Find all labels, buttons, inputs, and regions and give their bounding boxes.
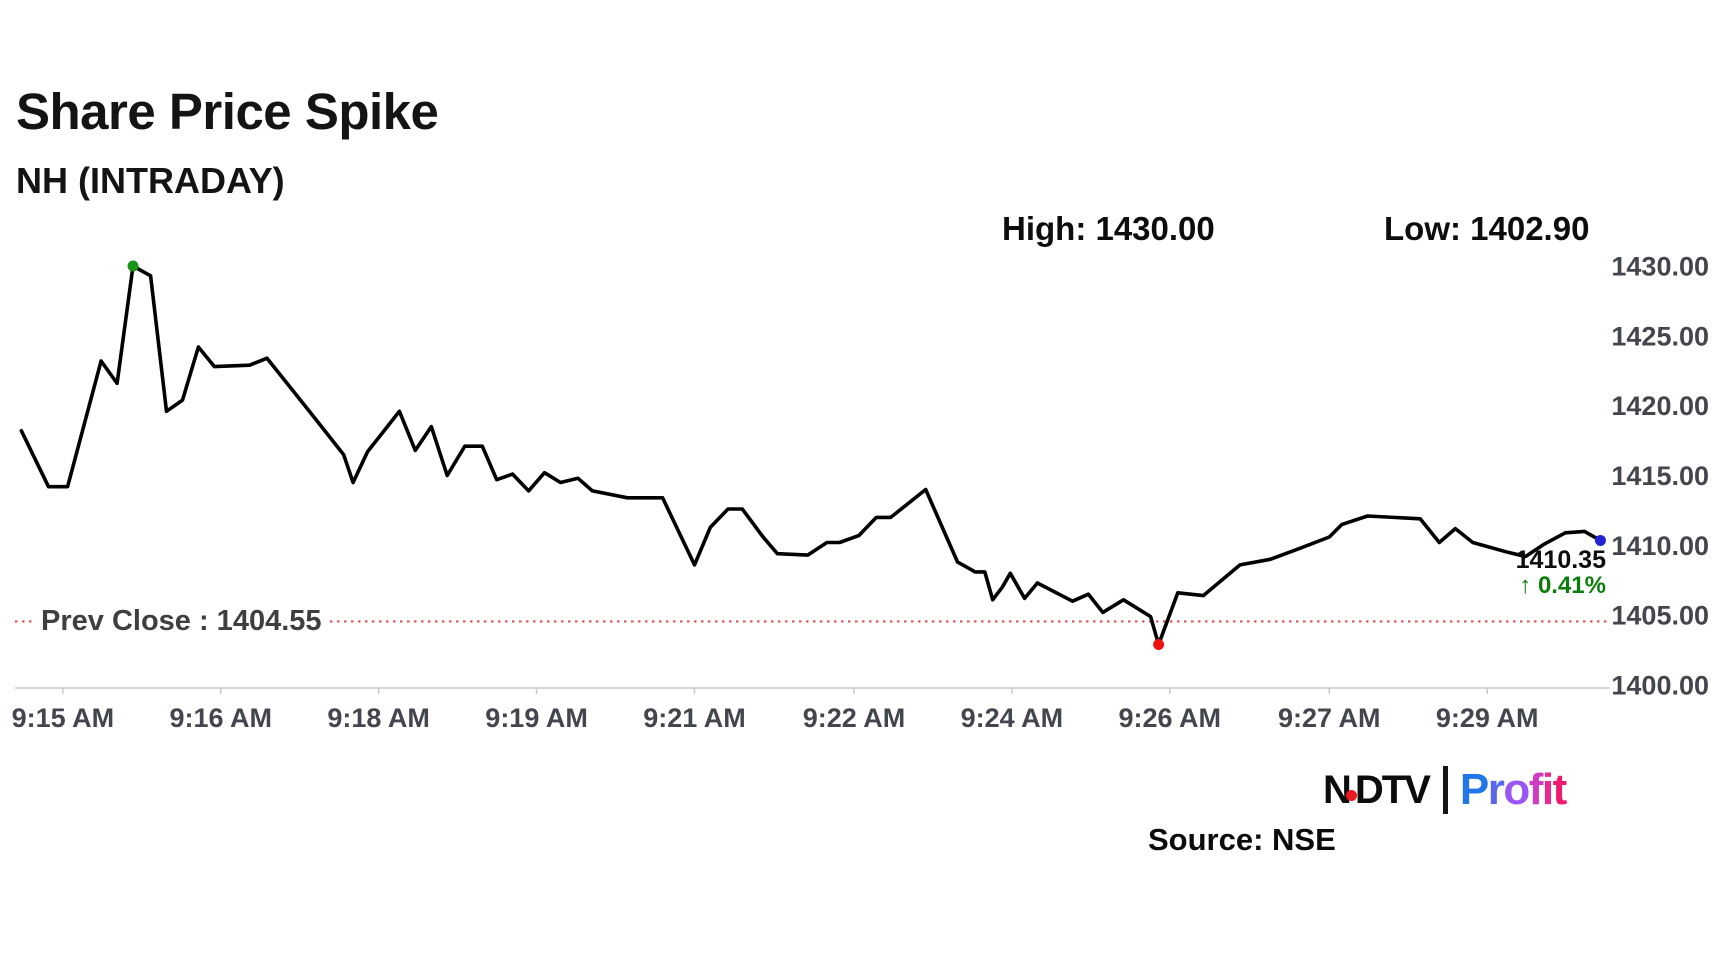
profit-letter: o bbox=[1503, 765, 1530, 814]
last-price-annotation: 1410.35 ↑ 0.41% bbox=[1400, 547, 1606, 599]
last-price-change: ↑ 0.41% bbox=[1400, 573, 1606, 599]
ndtv-red-dot-icon bbox=[1345, 789, 1357, 801]
page-title: Share Price Spike bbox=[16, 83, 439, 140]
y-tick-label: 1420.00 bbox=[1611, 391, 1709, 421]
x-tick-label: 9:22 AM bbox=[803, 703, 906, 733]
profit-letter: r bbox=[1487, 765, 1505, 814]
x-tick-label: 9:27 AM bbox=[1278, 703, 1381, 733]
up-arrow-icon: ↑ bbox=[1519, 572, 1532, 599]
x-tick-label: 9:18 AM bbox=[327, 703, 430, 733]
ndtv-letters-dtv: DTV bbox=[1354, 767, 1431, 812]
x-tick-label: 9:16 AM bbox=[169, 703, 272, 733]
price-line bbox=[19, 264, 1603, 647]
high-marker-dot bbox=[127, 260, 139, 272]
y-tick-label: 1405.00 bbox=[1611, 601, 1709, 631]
x-tick-label: 9:24 AM bbox=[961, 703, 1064, 733]
y-tick-label: 1410.00 bbox=[1611, 531, 1709, 561]
x-tick-label: 9:15 AM bbox=[12, 703, 115, 733]
chart-subtitle: NH (INTRADAY) bbox=[16, 160, 285, 201]
profit-letter: f bbox=[1528, 765, 1544, 814]
x-tick-label: 9:29 AM bbox=[1436, 703, 1539, 733]
logo-separator-bar bbox=[1442, 766, 1448, 814]
y-tick-label: 1400.00 bbox=[1611, 671, 1709, 701]
high-value-label: High: 1430.00 bbox=[1002, 210, 1215, 247]
y-tick-label: 1425.00 bbox=[1611, 321, 1709, 351]
low-marker-dot bbox=[1153, 638, 1165, 650]
change-percent: 0.41% bbox=[1537, 572, 1606, 599]
x-tick-label: 9:21 AM bbox=[643, 703, 746, 733]
profit-letter: i bbox=[1541, 765, 1554, 814]
low-value-label: Low: 1402.90 bbox=[1384, 210, 1590, 247]
last-price-value: 1410.35 bbox=[1515, 546, 1606, 574]
profit-letter: P bbox=[1459, 765, 1489, 814]
x-tick-label: 9:19 AM bbox=[485, 703, 588, 733]
ndtv-profit-logo: N DTV Profit bbox=[1323, 762, 1568, 818]
ndtv-logo-text: N DTV bbox=[1323, 767, 1431, 813]
source-label: Source: NSE bbox=[1148, 822, 1336, 857]
profit-logo-text: Profit bbox=[1459, 765, 1568, 815]
last-marker-dot bbox=[1594, 534, 1606, 546]
ndtv-letter-n: N bbox=[1323, 767, 1352, 812]
x-tick-label: 9:26 AM bbox=[1119, 703, 1222, 733]
y-tick-label: 1415.00 bbox=[1611, 461, 1709, 491]
y-tick-label: 1430.00 bbox=[1611, 252, 1709, 282]
prev-close-label: Prev Close : 1404.55 bbox=[34, 604, 329, 638]
profit-letter: t bbox=[1552, 765, 1568, 814]
